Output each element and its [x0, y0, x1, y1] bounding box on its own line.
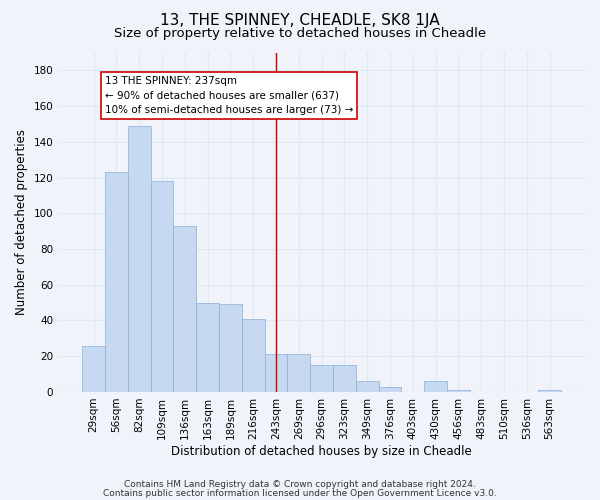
Bar	[82, 346, 105, 392]
X-axis label: Distribution of detached houses by size in Cheadle: Distribution of detached houses by size …	[171, 444, 472, 458]
Bar	[196, 302, 219, 392]
Bar	[173, 226, 196, 392]
Bar	[242, 318, 265, 392]
Bar	[447, 390, 470, 392]
Text: Contains HM Land Registry data © Crown copyright and database right 2024.: Contains HM Land Registry data © Crown c…	[124, 480, 476, 489]
Text: 13, THE SPINNEY, CHEADLE, SK8 1JA: 13, THE SPINNEY, CHEADLE, SK8 1JA	[160, 12, 440, 28]
Bar	[310, 365, 333, 392]
Bar	[105, 172, 128, 392]
Text: 13 THE SPINNEY: 237sqm
← 90% of detached houses are smaller (637)
10% of semi-de: 13 THE SPINNEY: 237sqm ← 90% of detached…	[105, 76, 353, 116]
Bar	[379, 386, 401, 392]
Bar	[424, 381, 447, 392]
Bar	[538, 390, 561, 392]
Text: Size of property relative to detached houses in Cheadle: Size of property relative to detached ho…	[114, 28, 486, 40]
Bar	[287, 354, 310, 392]
Bar	[128, 126, 151, 392]
Text: Contains public sector information licensed under the Open Government Licence v3: Contains public sector information licen…	[103, 488, 497, 498]
Bar	[333, 365, 356, 392]
Bar	[265, 354, 287, 392]
Bar	[219, 304, 242, 392]
Bar	[356, 381, 379, 392]
Y-axis label: Number of detached properties: Number of detached properties	[15, 129, 28, 315]
Bar	[151, 181, 173, 392]
